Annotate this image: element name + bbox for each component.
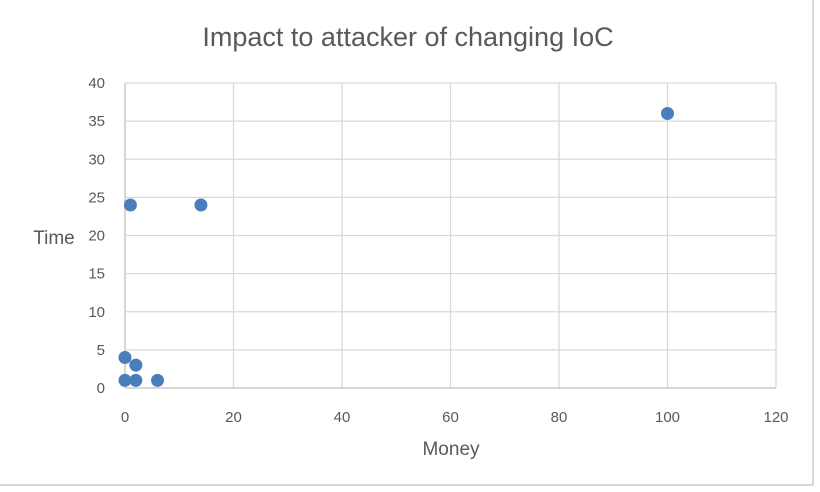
x-axis-title: Money xyxy=(422,439,480,460)
y-tick-label: 25 xyxy=(88,189,105,206)
y-tick-label: 20 xyxy=(88,228,105,245)
y-tick-label: 0 xyxy=(97,380,105,397)
chart-title: Impact to attacker of changing IoC xyxy=(202,22,613,52)
x-tick-label: 80 xyxy=(551,409,568,426)
data-points xyxy=(118,107,674,387)
x-tick-label: 0 xyxy=(121,409,129,426)
x-tick-label: 120 xyxy=(763,409,788,426)
data-point xyxy=(118,373,132,387)
y-tick-label: 10 xyxy=(88,304,105,321)
y-tick-label: 40 xyxy=(88,75,105,92)
data-point xyxy=(129,358,143,372)
data-point xyxy=(129,373,143,387)
y-tick-label: 30 xyxy=(88,151,105,168)
y-tick-label: 5 xyxy=(97,342,105,359)
y-tick-label: 35 xyxy=(88,113,105,130)
y-axis-title: Time xyxy=(33,228,75,249)
data-point xyxy=(123,198,137,212)
x-tick-label: 20 xyxy=(225,409,242,426)
data-point xyxy=(661,107,674,120)
y-axis-ticks: 0 5 10 15 20 25 30 35 40 xyxy=(88,75,105,397)
data-point xyxy=(194,198,208,212)
data-point xyxy=(118,351,132,364)
x-axis-ticks: 0 20 40 60 80 100 120 xyxy=(121,409,789,426)
data-point xyxy=(151,373,165,387)
x-tick-label: 40 xyxy=(334,409,351,426)
x-tick-label: 100 xyxy=(655,409,680,426)
x-tick-label: 60 xyxy=(442,409,459,426)
grid-horizontal xyxy=(125,82,776,389)
y-tick-label: 15 xyxy=(88,266,105,283)
